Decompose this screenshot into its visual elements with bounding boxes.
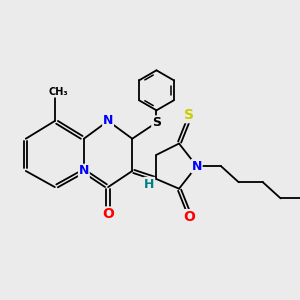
Text: S: S — [152, 116, 161, 129]
Text: CH₃: CH₃ — [48, 87, 68, 97]
Text: O: O — [102, 207, 114, 221]
Text: N: N — [192, 160, 202, 172]
Text: N: N — [103, 115, 113, 128]
Text: S: S — [184, 109, 194, 122]
Text: O: O — [183, 210, 195, 224]
Text: N: N — [79, 164, 89, 178]
Text: H: H — [144, 178, 154, 190]
